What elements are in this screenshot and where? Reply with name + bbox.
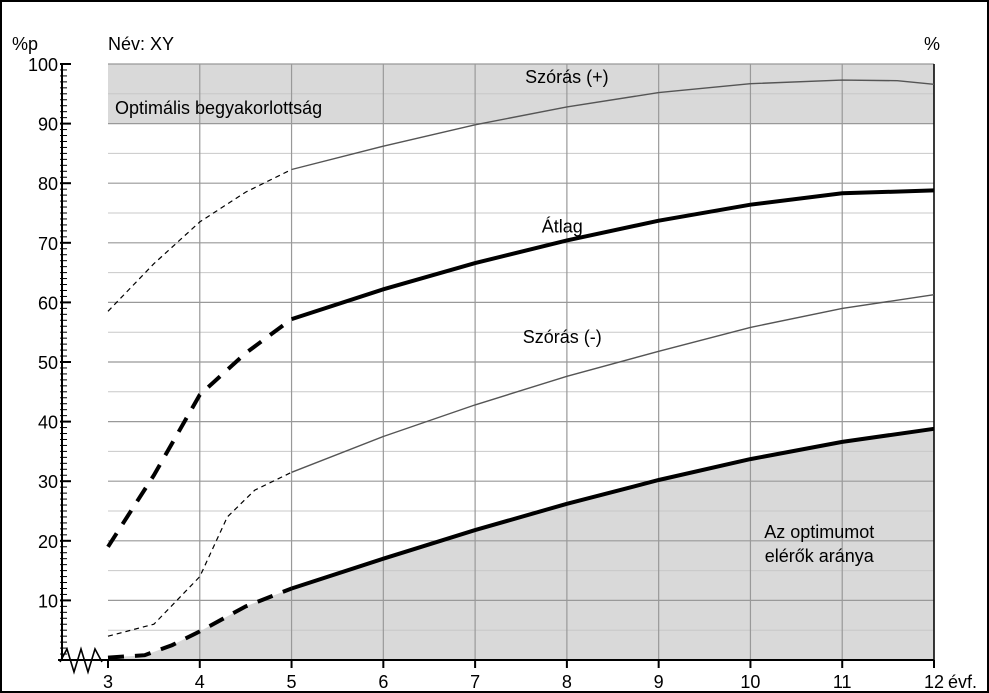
x-tick-label: 9 (654, 672, 664, 692)
ratio-fill-area (108, 428, 934, 660)
series-line-dashed (107, 168, 292, 312)
series-label: Szórás (+) (525, 67, 609, 87)
grid (108, 63, 935, 660)
labels: %p Név: XY % évf. Optimális begyakorlott… (12, 34, 977, 692)
series-label: Átlag (542, 217, 583, 237)
x-tick-label: 5 (287, 672, 297, 692)
x-tick-label: 6 (378, 672, 388, 692)
series-line (290, 426, 935, 591)
x-tick-label: 8 (562, 672, 572, 692)
axes (58, 63, 935, 675)
x-tick-label: 10 (740, 672, 760, 692)
right-unit-label: % (924, 34, 940, 54)
y-tick-label: 60 (38, 293, 58, 313)
series-line-dashed (107, 586, 293, 660)
y-tick-label: 50 (38, 353, 58, 373)
series-line (291, 79, 935, 171)
y-tick-label: 90 (38, 115, 58, 135)
x-unit-label: évf. (948, 672, 977, 692)
y-tick-label: 40 (38, 413, 58, 433)
y-tick-label: 20 (38, 532, 58, 552)
x-tick-label: 11 (833, 672, 852, 692)
name-label: Név: XY (108, 34, 174, 54)
series-line-dashed (106, 317, 293, 548)
series-line (290, 188, 935, 322)
series-line (291, 294, 935, 473)
y-tick-label: 10 (38, 591, 58, 611)
series-label: Szórás (-) (523, 327, 602, 347)
x-tick-label: 4 (195, 672, 205, 692)
series-label: Az optimumot (764, 522, 874, 542)
optimal-band-label: Optimális begyakorlottság (115, 98, 322, 118)
y-tick-label: 70 (38, 234, 58, 254)
y-tick-label: 80 (38, 174, 58, 194)
ratio-fill-group (108, 428, 934, 660)
left-unit-label: %p (12, 34, 38, 54)
x-tick-label: 7 (470, 672, 480, 692)
x-tick-label: 12 (924, 672, 944, 692)
y-tick-label: 30 (38, 472, 58, 492)
axis-break-zigzag (59, 646, 103, 675)
x-tick-label: 3 (103, 672, 113, 692)
y-tick-label: 100 (28, 55, 58, 75)
series-label: elérők aránya (765, 546, 875, 566)
series-line-dashed (107, 471, 292, 637)
series-lines (106, 79, 935, 660)
